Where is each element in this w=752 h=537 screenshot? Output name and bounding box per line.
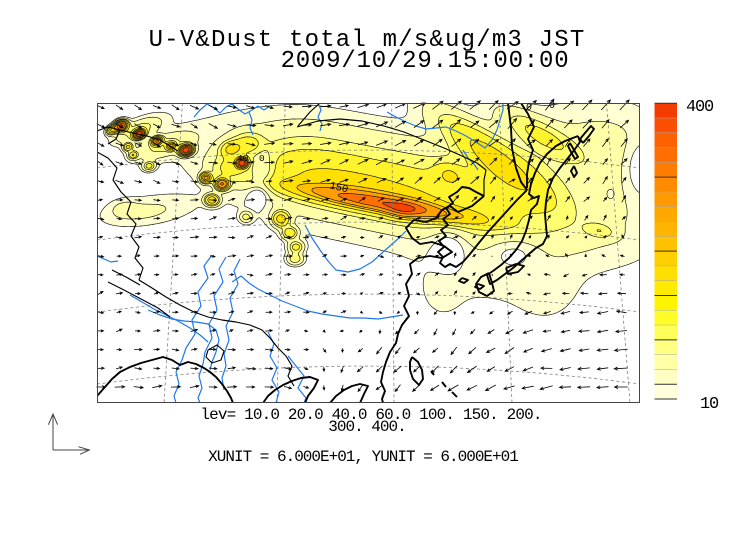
svg-text:2009/10/29.15:00:00: 2009/10/29.15:00:00: [281, 48, 570, 75]
svg-text:0: 0: [526, 103, 532, 114]
svg-text:400: 400: [686, 98, 714, 117]
svg-text:40: 40: [237, 153, 249, 164]
svg-text:150: 150: [328, 180, 349, 196]
svg-text:U-V&Dust total m/s&ug/m3 JST: U-V&Dust total m/s&ug/m3 JST: [149, 27, 586, 54]
svg-text:300. 400.: 300. 400.: [328, 418, 405, 436]
svg-text:0: 0: [259, 153, 265, 164]
svg-text:XUNIT = 6.000E+01, YUNIT = 6.0: XUNIT = 6.000E+01, YUNIT = 6.000E+01: [208, 448, 518, 466]
svg-text:10: 10: [700, 395, 719, 414]
svg-text:0: 0: [549, 101, 555, 112]
svg-text:lev= 10.0 20.0 40.0 60.0 100.: lev= 10.0 20.0 40.0 60.0 100. 150. 200.: [200, 406, 541, 424]
